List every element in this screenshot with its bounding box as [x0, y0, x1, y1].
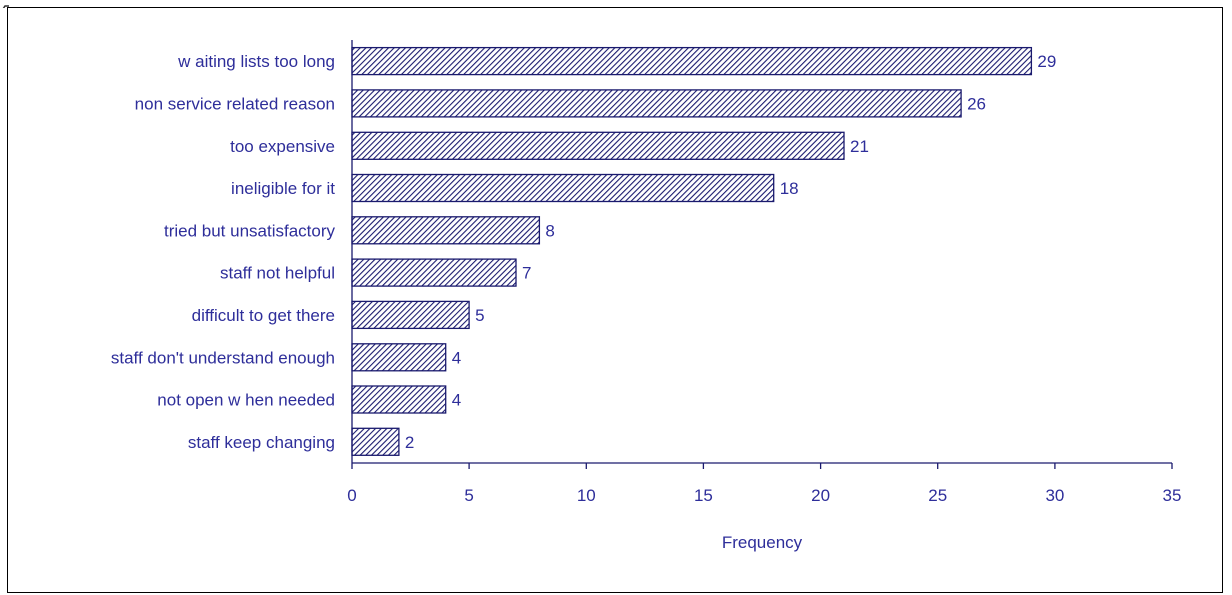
- category-label: staff don't understand enough: [111, 348, 335, 367]
- category-label: difficult to get there: [192, 306, 335, 325]
- x-axis-title: Frequency: [722, 533, 803, 552]
- labels-layer: w aiting lists too long 29 non service rel…: [111, 52, 1056, 452]
- x-tick-label: 5: [464, 486, 473, 505]
- value-label: 26: [967, 94, 986, 113]
- page-corner-mark: [0, 0, 10, 8]
- category-label: non service related reason: [135, 94, 335, 113]
- x-tick-label: 20: [811, 486, 830, 505]
- bar: [351, 427, 400, 456]
- value-label: 2: [405, 433, 414, 452]
- value-label: 4: [452, 391, 461, 410]
- x-tick-label: 25: [928, 486, 947, 505]
- bar: [351, 173, 775, 203]
- category-label: staff not helpful: [220, 264, 335, 283]
- bar: [351, 385, 447, 414]
- category-label: tried but unsatisfactory: [164, 221, 336, 240]
- bar: [351, 46, 1033, 76]
- category-label: not open w hen needed: [157, 391, 335, 410]
- bar: [351, 131, 845, 160]
- category-label: staff keep changing: [188, 433, 335, 452]
- value-label: 18: [780, 179, 799, 198]
- category-label: ineligible for it: [231, 179, 335, 198]
- value-label: 29: [1037, 52, 1056, 71]
- x-tick-label: 35: [1163, 486, 1182, 505]
- bar: [351, 258, 517, 287]
- value-label: 21: [850, 137, 869, 156]
- x-tick-label: 15: [694, 486, 713, 505]
- category-label: w aiting lists too long: [177, 52, 335, 71]
- x-tick-label: 10: [577, 486, 596, 505]
- value-label: 7: [522, 264, 531, 283]
- bar: [351, 89, 962, 118]
- bar: [351, 300, 470, 330]
- bar: [351, 216, 541, 245]
- value-label: 8: [545, 221, 554, 240]
- value-label: 5: [475, 306, 484, 325]
- bar: [351, 343, 447, 372]
- x-tick-label: 0: [347, 486, 356, 505]
- category-label: too expensive: [230, 137, 335, 156]
- value-label: 4: [452, 348, 461, 367]
- x-axis: 0 5 10 15 20 25 30 35: [347, 40, 1181, 505]
- x-tick-label: 30: [1045, 486, 1064, 505]
